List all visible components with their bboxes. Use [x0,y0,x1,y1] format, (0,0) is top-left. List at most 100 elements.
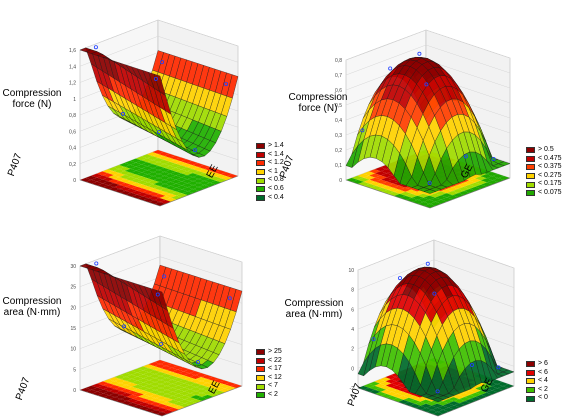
floor-cell [141,158,153,163]
floor-cell [176,189,188,194]
legend-label: < 0.4 [268,193,284,201]
floor-cell [176,177,188,182]
floor-cell [175,161,187,166]
floor-cell [152,162,165,166]
floor-cell [397,395,409,400]
floor-cell [150,402,162,407]
legend-entry: < 0.275 [526,172,562,181]
floor-cell [391,381,403,386]
floor-cell [192,175,205,179]
floor-cell [166,371,178,376]
floor-cell [154,368,167,372]
legend-entry: < 2 [256,391,282,400]
floor-cell [175,169,187,174]
floor-cell [132,396,144,401]
floor-cell [435,195,447,200]
floor-cell [131,368,143,373]
floor-cell [502,384,514,389]
floor-cell [108,377,121,382]
floor-cell [120,384,132,389]
floor-cell [218,380,231,385]
floor-cell [166,379,179,384]
floor-cell [469,388,481,393]
legend-swatch [256,151,265,158]
floor-cell [113,169,125,173]
floor-cell [374,171,387,176]
legend-label: < 0.375 [538,163,562,171]
floor-cell [113,173,125,177]
floor-cell [186,161,198,166]
floor-cell [97,179,109,184]
floor-cell [158,163,170,168]
floor-cell [137,382,150,387]
floor-cell [207,392,220,397]
floor-cell [446,191,459,196]
chart-panel-area-ge: -2 0 2 4 6 8 10 Compression area (N·mm) P407 G… [284,208,568,417]
floor-cell [213,382,225,387]
floor-cell [125,176,137,181]
z-tick-label: 0,2 [69,162,76,168]
floor-cell [498,176,510,181]
floor-cell [171,365,184,370]
floor-cell [120,372,132,377]
floor-cell [173,397,185,402]
floor-cell [120,388,133,393]
z-tick-label: 15 [70,326,76,332]
legend-swatch [256,357,265,364]
floor-cell [126,394,139,399]
legend-label: < 0.6 [268,184,284,192]
data-point [162,274,167,279]
legend-label: > 0.5 [538,146,554,153]
floor-cell [130,178,143,183]
floor-cell [446,187,458,192]
floor-cell [190,399,202,404]
floor-cell [426,405,438,410]
z-gridline [345,44,511,76]
floor-cell [102,379,115,384]
surface-cell [423,189,437,194]
floor-cell [169,159,181,164]
floor-cell [486,390,498,395]
floor-cell [137,374,149,379]
floor-cell [167,407,180,412]
floor-cell [181,175,193,180]
z-gridline [357,259,515,290]
legend: > 6 < 6 < 4 < 2 < 0 [526,360,548,403]
floor-cell [189,375,202,380]
floor-cell [187,169,199,174]
floor-cell [153,174,165,178]
floor-cell [497,386,509,391]
floor-cell [469,182,482,187]
floor-cell [130,166,142,171]
legend: > 1.4 < 1.4 < 1.2 < 1 < 0.8 < 0.6 < 0.4 [256,142,284,202]
floor-cell [108,171,120,176]
floor-cell [441,197,453,202]
floor-cell [474,176,487,181]
floor-cell [165,189,177,194]
legend: > 0.5 < 0.475 < 0.375 < 0.275 < 0.175 < 0.075 [526,146,562,198]
z-tick-label: 0,2 [335,148,342,154]
floor-cell [393,185,406,190]
legend-swatch [526,155,535,162]
floor-cell [198,164,210,169]
legend-swatch [256,383,265,390]
floor-cell [470,396,482,401]
floor-cell [379,377,391,382]
floor-cell [173,405,185,410]
floor-cell [160,369,172,374]
legend-entry: > 1.4 [256,142,284,151]
legend-label: < 7 [268,382,278,390]
floor-cell [161,397,173,402]
floor-cell [181,159,193,164]
chart-panel-force-ge: 0 0,1 0,2 0,3 0,4 0,5 0,6 0,7 0,8 Compression fo… [278,0,568,209]
floor-cell [170,175,182,180]
legend-swatch [256,186,265,193]
floor-cell [184,397,197,402]
floor-cell [143,368,155,373]
floor-cell [195,385,208,389]
floor-cell [470,392,482,397]
floor-cell [224,386,237,391]
floor-cell [119,186,132,191]
floor-cell [448,401,460,406]
floor-cell [109,393,121,398]
